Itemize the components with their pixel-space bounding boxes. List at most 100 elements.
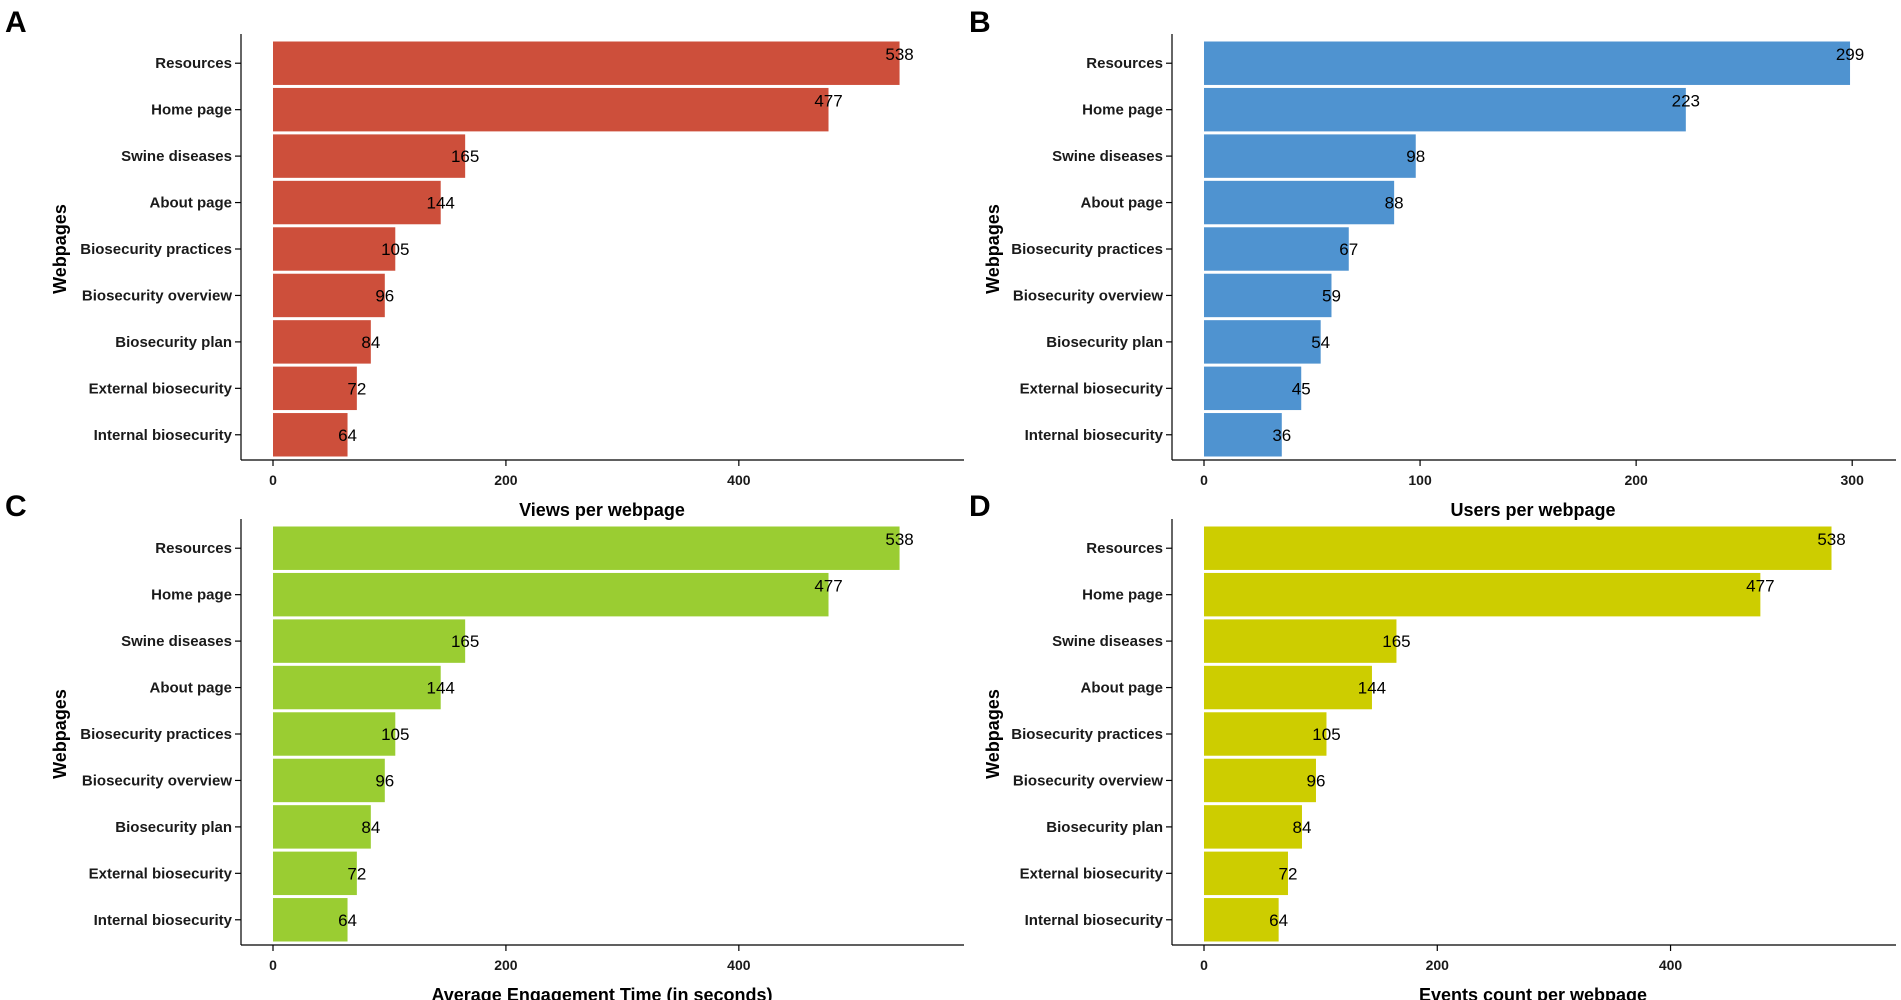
category-label: Resources xyxy=(155,540,232,557)
bar xyxy=(1204,413,1282,457)
bar xyxy=(273,619,466,663)
bar xyxy=(273,851,357,896)
bar xyxy=(1204,712,1327,756)
data-label: 45 xyxy=(1292,379,1311,398)
bar xyxy=(1204,758,1316,803)
category-label: Resources xyxy=(155,55,232,72)
bar xyxy=(273,273,385,318)
x-tick-label: 400 xyxy=(1659,957,1683,973)
bar xyxy=(273,665,441,710)
data-label: 144 xyxy=(427,194,455,213)
x-axis-title: Average Engagement Time (in seconds) xyxy=(431,985,772,1000)
category-label: Swine diseases xyxy=(1052,148,1163,165)
category-label: Swine diseases xyxy=(121,633,232,650)
data-label: 84 xyxy=(1293,818,1312,837)
y-axis-title: Webpages xyxy=(983,204,1003,294)
bar xyxy=(1204,619,1397,663)
x-tick-label: 0 xyxy=(1200,472,1208,488)
bar xyxy=(1204,366,1302,411)
data-label: 64 xyxy=(338,426,357,445)
bar xyxy=(1204,805,1302,849)
data-label: 96 xyxy=(375,286,394,305)
category-label: Internal biosecurity xyxy=(1025,912,1164,929)
category-label: About page xyxy=(150,680,233,697)
x-axis-title: Users per webpage xyxy=(1450,500,1615,520)
category-label: Swine diseases xyxy=(1052,633,1163,650)
category-label: Home page xyxy=(151,102,232,119)
bar xyxy=(273,712,396,756)
x-tick-label: 400 xyxy=(727,957,751,973)
bar xyxy=(1204,572,1761,617)
category-label: About page xyxy=(1081,680,1164,697)
data-label: 67 xyxy=(1339,240,1358,259)
data-label: 538 xyxy=(885,45,913,64)
category-label: Biosecurity overview xyxy=(82,772,232,789)
category-label: Biosecurity overview xyxy=(82,287,232,304)
bar xyxy=(273,898,348,942)
panel-label: D xyxy=(969,490,991,523)
chart-panel-d: D Resources 538 Home page 477 Swine diseases 1… xyxy=(969,490,1896,1000)
data-label: 144 xyxy=(1358,679,1386,698)
category-label: About page xyxy=(150,195,233,212)
data-label: 64 xyxy=(338,911,357,930)
data-label: 64 xyxy=(1269,911,1288,930)
category-label: Swine diseases xyxy=(121,148,232,165)
data-label: 105 xyxy=(381,725,409,744)
y-axis-title: Webpages xyxy=(983,689,1003,779)
x-tick-label: 300 xyxy=(1841,472,1865,488)
data-label: 144 xyxy=(427,679,455,698)
bar xyxy=(273,134,466,178)
bar xyxy=(1204,87,1686,132)
bar xyxy=(1204,320,1321,364)
data-label: 84 xyxy=(361,333,380,352)
bar xyxy=(1204,273,1332,318)
chart-panel-b: B Resources 299 Home page 223 Swine diseases 9… xyxy=(969,6,1896,520)
category-label: External biosecurity xyxy=(89,865,233,882)
data-label: 96 xyxy=(1307,771,1326,790)
bar xyxy=(273,526,900,570)
category-label: Biosecurity plan xyxy=(1046,334,1163,351)
y-axis-title: Webpages xyxy=(50,689,70,779)
category-label: Biosecurity plan xyxy=(115,819,232,836)
data-label: 165 xyxy=(451,632,479,651)
data-label: 165 xyxy=(451,147,479,166)
data-label: 54 xyxy=(1311,333,1330,352)
bar xyxy=(273,413,348,457)
category-label: Resources xyxy=(1086,55,1163,72)
category-label: Biosecurity plan xyxy=(1046,819,1163,836)
category-label: Resources xyxy=(1086,540,1163,557)
bar xyxy=(1204,851,1288,896)
data-label: 98 xyxy=(1406,147,1425,166)
bar xyxy=(1204,134,1416,178)
y-axis-title: Webpages xyxy=(50,204,70,294)
category-label: Biosecurity practices xyxy=(1011,726,1163,743)
category-label: Home page xyxy=(1082,102,1163,119)
chart-panel-a: A Resources 538 Home page 477 Swine diseases 1… xyxy=(5,6,964,520)
bar xyxy=(273,180,441,225)
data-label: 538 xyxy=(1817,530,1845,549)
data-label: 84 xyxy=(361,818,380,837)
panel-label: B xyxy=(969,6,991,39)
data-label: 538 xyxy=(885,530,913,549)
category-label: About page xyxy=(1081,195,1164,212)
data-label: 36 xyxy=(1272,426,1291,445)
chart-panel-c: C Resources 538 Home page 477 Swine diseases 1… xyxy=(5,490,964,1000)
panel-label: A xyxy=(5,6,27,39)
data-label: 88 xyxy=(1385,194,1404,213)
x-tick-label: 200 xyxy=(494,957,518,973)
x-tick-label: 0 xyxy=(269,957,277,973)
category-label: Biosecurity overview xyxy=(1013,287,1163,304)
data-label: 477 xyxy=(814,92,842,111)
category-label: External biosecurity xyxy=(89,380,233,397)
panel-label: C xyxy=(5,490,27,523)
data-label: 223 xyxy=(1672,92,1700,111)
data-label: 477 xyxy=(1746,577,1774,596)
category-label: Internal biosecurity xyxy=(94,912,233,929)
x-tick-label: 200 xyxy=(494,472,518,488)
bar xyxy=(1204,526,1832,570)
bar xyxy=(1204,41,1851,85)
x-tick-label: 0 xyxy=(1200,957,1208,973)
category-label: External biosecurity xyxy=(1020,380,1164,397)
bar xyxy=(273,320,371,364)
